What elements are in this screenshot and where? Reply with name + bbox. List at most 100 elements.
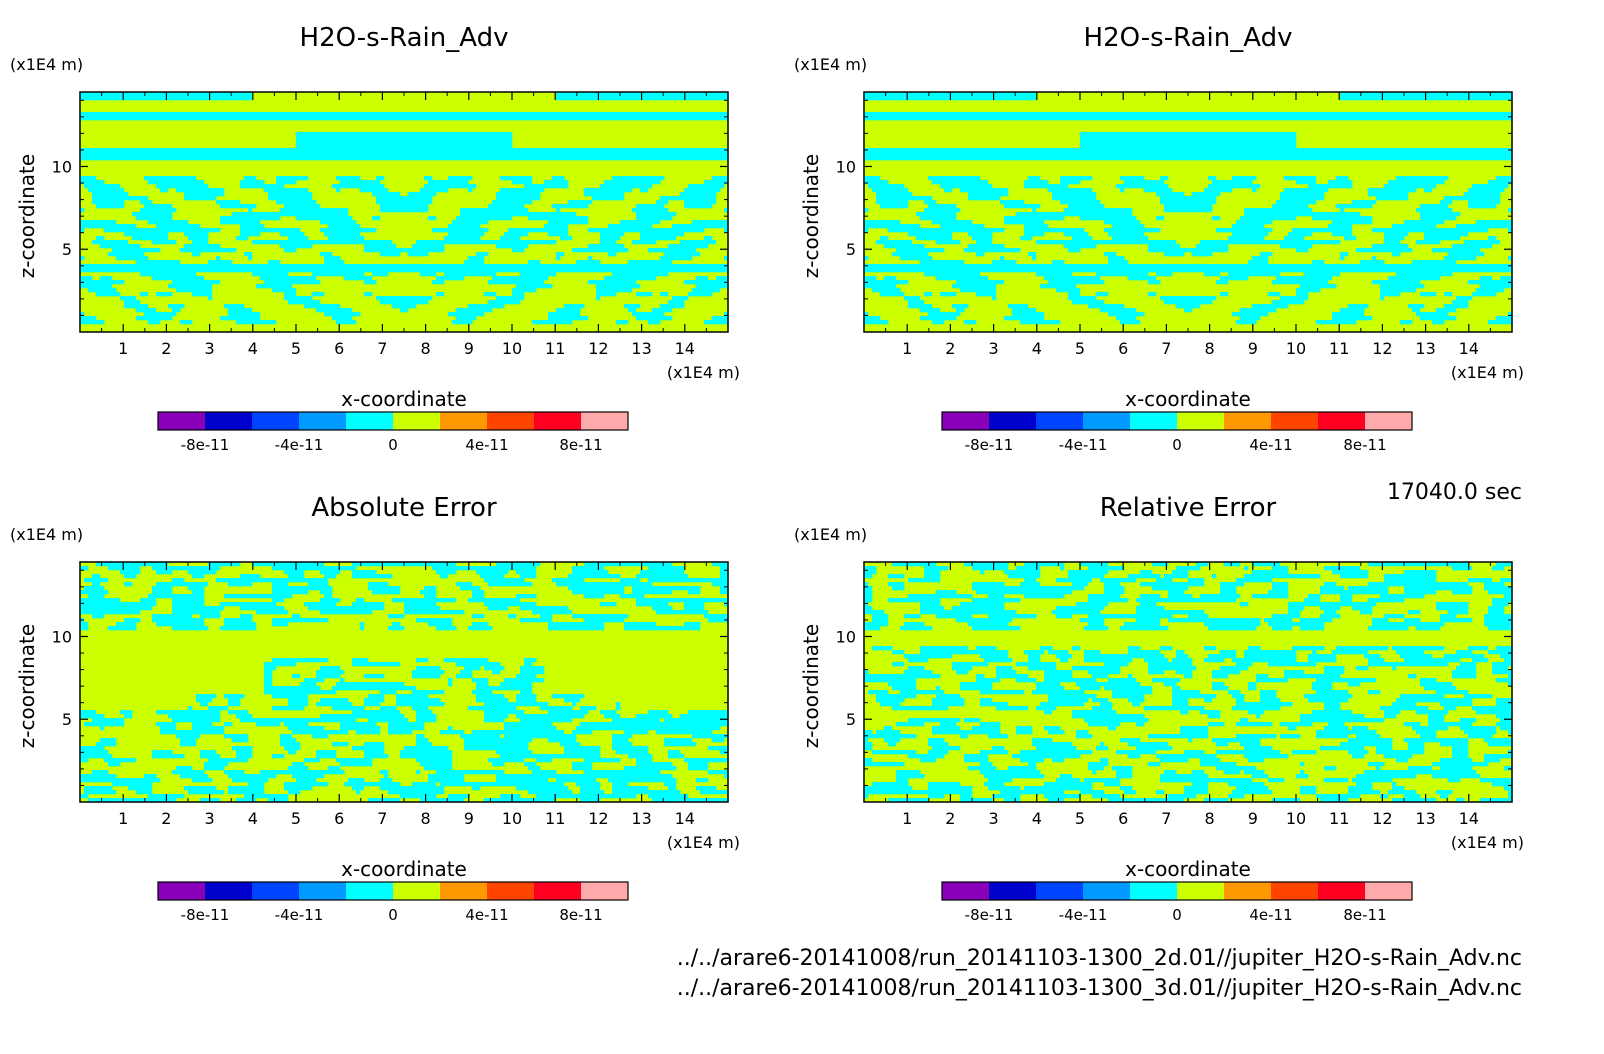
heatmap-field	[80, 92, 729, 332]
chart-title: H2O-s-Rain_Adv	[1084, 23, 1293, 53]
x-axis-label: x-coordinate	[1125, 387, 1251, 411]
x-tick-label: 10	[502, 809, 522, 828]
colorbar-swatch	[1365, 412, 1413, 430]
colorbar-swatch	[1224, 412, 1272, 430]
x-tick-label: 7	[377, 809, 387, 828]
y-tick-label: 5	[846, 240, 856, 259]
colorbar-swatch	[440, 882, 488, 900]
colorbar-swatch	[942, 412, 990, 430]
x-tick-label: 5	[1075, 809, 1085, 828]
colorbar-swatch	[989, 412, 1037, 430]
x-axis-label: x-coordinate	[1125, 857, 1251, 881]
x-axis-label: x-coordinate	[341, 857, 467, 881]
x-tick-label: 13	[631, 809, 651, 828]
x-tick-label: 5	[291, 809, 301, 828]
x-tick-label: 4	[248, 339, 258, 358]
colorbar-swatch	[158, 412, 206, 430]
x-tick-label: 6	[334, 339, 344, 358]
y-unit-label: (x1E4 m)	[10, 55, 83, 74]
colorbar-frame	[941, 411, 1413, 431]
colorbar-swatch	[158, 882, 206, 900]
heatmap-field	[864, 562, 1513, 803]
time-label: 17040.0 sec	[1386, 480, 1522, 505]
colorbar-tick-label: -8e-11	[965, 436, 1014, 454]
x-tick-label: 8	[1205, 809, 1215, 828]
x-tick-label: 9	[464, 809, 474, 828]
colorbar-swatch	[346, 882, 394, 900]
x-tick-label: 10	[1286, 339, 1306, 358]
colorbar-swatch	[393, 412, 441, 430]
y-tick-label: 5	[62, 710, 72, 729]
colorbar-swatch	[534, 882, 582, 900]
y-unit-label: (x1E4 m)	[794, 525, 867, 544]
x-tick-label: 3	[205, 339, 215, 358]
x-tick-label: 8	[421, 809, 431, 828]
y-tick-label: 10	[52, 627, 72, 646]
x-tick-label: 9	[1248, 339, 1258, 358]
chart-title: H2O-s-Rain_Adv	[300, 23, 509, 53]
x-tick-label: 12	[1372, 809, 1392, 828]
colorbar-swatch	[1365, 882, 1413, 900]
x-tick-label: 2	[161, 339, 171, 358]
x-tick-label: 4	[248, 809, 258, 828]
y-tick-label: 5	[846, 710, 856, 729]
absolute-error-chart: Absolute Error(x1E4 m)1 2 3 4 5 6 7 8 9 10 11 12 13 1…	[10, 493, 740, 924]
colorbar-tick-label: -8e-11	[181, 906, 230, 924]
x-tick-label: 11	[545, 339, 565, 358]
colorbar-frame	[157, 881, 629, 901]
x-tick-label: 12	[588, 809, 608, 828]
colorbar-swatch	[299, 412, 347, 430]
colorbar-swatch	[581, 412, 629, 430]
colorbar-swatch	[1271, 412, 1319, 430]
x-unit-label: (x1E4 m)	[667, 363, 740, 382]
x-tick-label: 7	[377, 339, 387, 358]
y-tick-label: 5	[62, 240, 72, 259]
colorbar-swatch	[1130, 412, 1178, 430]
x-tick-label: 13	[1415, 339, 1435, 358]
x-tick-label: 4	[1032, 339, 1042, 358]
y-tick-label: 10	[836, 157, 856, 176]
colorbar-swatch	[346, 412, 394, 430]
colorbar-frame	[157, 411, 629, 431]
x-tick-label: 6	[334, 809, 344, 828]
colorbar-swatch	[393, 882, 441, 900]
colorbar-tick-label: -8e-11	[965, 906, 1014, 924]
colorbar-tick-label: 0	[1172, 906, 1182, 924]
chart-title: Relative Error	[1100, 493, 1277, 523]
x-tick-label: 4	[1032, 809, 1042, 828]
x-tick-label: 7	[1161, 339, 1171, 358]
colorbar-swatch	[299, 882, 347, 900]
x-tick-label: 14	[1459, 339, 1479, 358]
colorbar-swatch	[1177, 882, 1225, 900]
colorbar-swatch	[1318, 412, 1366, 430]
colorbar-tick-label: 0	[1172, 436, 1182, 454]
x-tick-label: 5	[1075, 339, 1085, 358]
colorbar-swatch	[487, 412, 535, 430]
colorbar-tick-label: 8e-11	[559, 436, 602, 454]
x-tick-label: 6	[1118, 339, 1128, 358]
file-path-2d: ../../arare6-20141008/run_20141103-1300_…	[676, 946, 1522, 971]
x-tick-label: 2	[945, 339, 955, 358]
x-tick-label: 9	[464, 339, 474, 358]
colorbar-swatch	[252, 882, 300, 900]
colorbar-swatch	[1177, 412, 1225, 430]
colorbar-swatch	[1036, 412, 1084, 430]
top-left-chart: H2O-s-Rain_Adv(x1E4 m)1 2 3 4 5 6 7 8 9 10 11 12 13 1…	[10, 23, 740, 454]
colorbar-tick-label: -4e-11	[1059, 906, 1108, 924]
x-tick-label: 13	[1415, 809, 1435, 828]
colorbar-swatch	[1083, 882, 1131, 900]
x-tick-label: 1	[902, 809, 912, 828]
colorbar-swatch	[487, 882, 535, 900]
chart-title: Absolute Error	[311, 493, 497, 523]
x-unit-label: (x1E4 m)	[1451, 833, 1524, 852]
colorbar-swatch	[252, 412, 300, 430]
y-unit-label: (x1E4 m)	[794, 55, 867, 74]
colorbar-tick-label: 4e-11	[465, 436, 508, 454]
x-tick-label: 10	[502, 339, 522, 358]
x-tick-label: 2	[161, 809, 171, 828]
x-tick-label: 3	[989, 339, 999, 358]
colorbar-swatch	[942, 882, 990, 900]
x-tick-label: 12	[1372, 339, 1392, 358]
x-tick-label: 5	[291, 339, 301, 358]
x-unit-label: (x1E4 m)	[667, 833, 740, 852]
